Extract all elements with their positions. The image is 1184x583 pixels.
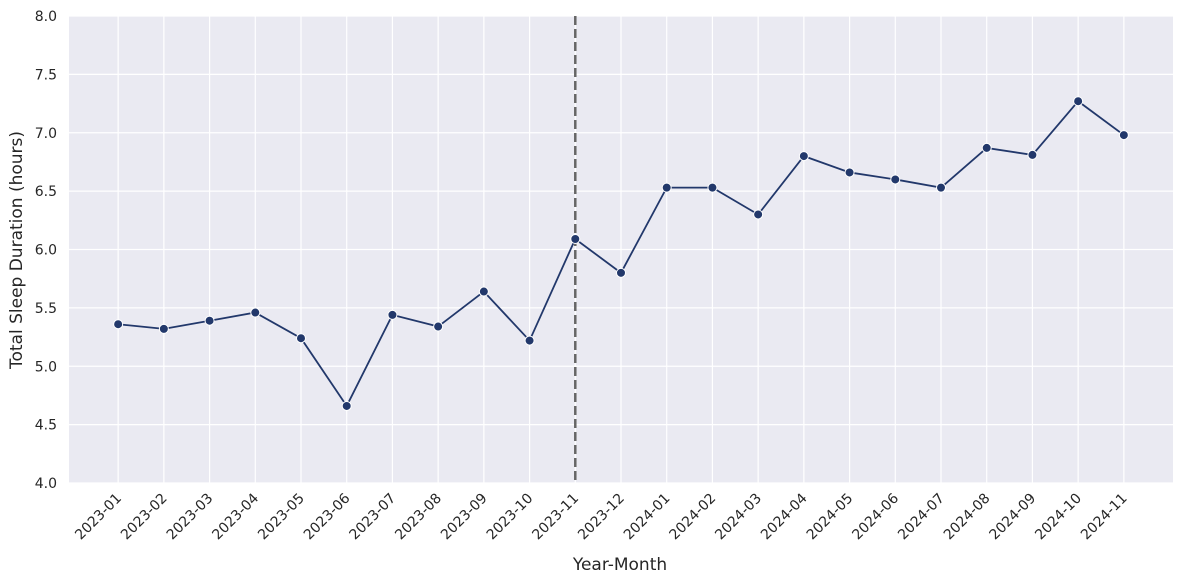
y-tick-label: 4.5 xyxy=(35,418,57,434)
data-point xyxy=(936,182,946,193)
data-point xyxy=(387,309,398,320)
x-tick-label: 2023-11 xyxy=(529,491,582,544)
x-tick-label: 2023-02 xyxy=(118,491,171,544)
data-point xyxy=(570,233,581,244)
y-axis-label: Total Sleep Duration (hours) xyxy=(7,131,27,370)
x-tick-label: 2023-01 xyxy=(72,491,125,544)
data-point xyxy=(844,167,855,178)
data-point xyxy=(798,151,809,162)
x-tick-label: 2024-03 xyxy=(712,491,765,544)
x-tick-label: 2024-07 xyxy=(895,491,948,544)
y-tick-label: 4.0 xyxy=(35,476,57,492)
y-tick-label: 7.5 xyxy=(35,67,57,83)
x-tick-label: 2023-09 xyxy=(438,491,491,544)
data-point xyxy=(753,209,764,220)
x-axis-label: Year-Month xyxy=(572,555,667,575)
x-tick-label: 2024-08 xyxy=(941,491,994,544)
x-tick-label: 2024-06 xyxy=(849,490,902,543)
x-tick-label: 2024-04 xyxy=(758,490,811,543)
y-tick-label: 6.0 xyxy=(35,243,57,259)
x-tick-label: 2023-08 xyxy=(392,491,445,544)
x-tick-label: 2024-05 xyxy=(804,491,857,544)
data-point xyxy=(1073,96,1084,107)
x-tick-label: 2024-01 xyxy=(621,491,674,544)
y-tick-label: 6.5 xyxy=(35,184,57,200)
data-point xyxy=(1027,149,1038,160)
data-point xyxy=(250,307,261,318)
data-point xyxy=(204,315,215,326)
data-point xyxy=(433,321,444,332)
data-point xyxy=(890,174,901,185)
x-tick-label: 2024-10 xyxy=(1032,491,1085,544)
x-tick-label: 2023-03 xyxy=(164,491,217,544)
y-tick-label: 5.0 xyxy=(35,359,57,375)
x-tick-label: 2024-02 xyxy=(667,491,720,544)
x-tick-label: 2023-04 xyxy=(209,490,262,543)
data-point xyxy=(296,333,306,344)
y-tick-label: 7.0 xyxy=(35,126,57,142)
x-tick-label: 2024-11 xyxy=(1078,491,1131,544)
y-tick-label: 5.5 xyxy=(35,301,57,317)
data-point xyxy=(1118,130,1129,141)
x-tick-label: 2023-10 xyxy=(484,491,537,544)
x-tick-label: 2023-12 xyxy=(575,491,628,544)
data-point xyxy=(524,335,535,346)
data-point xyxy=(616,267,626,278)
x-tick-label: 2023-05 xyxy=(255,491,308,544)
y-tick-label: 8.0 xyxy=(35,9,57,25)
data-point xyxy=(661,182,672,193)
data-point xyxy=(341,400,352,411)
data-point xyxy=(113,319,124,330)
data-point xyxy=(981,142,992,153)
x-tick-label: 2023-07 xyxy=(347,491,400,544)
data-point xyxy=(707,182,718,193)
data-point xyxy=(158,323,169,334)
x-tick-label: 2023-06 xyxy=(301,490,354,543)
x-tick-label: 2024-09 xyxy=(987,491,1040,544)
data-point xyxy=(478,286,489,297)
